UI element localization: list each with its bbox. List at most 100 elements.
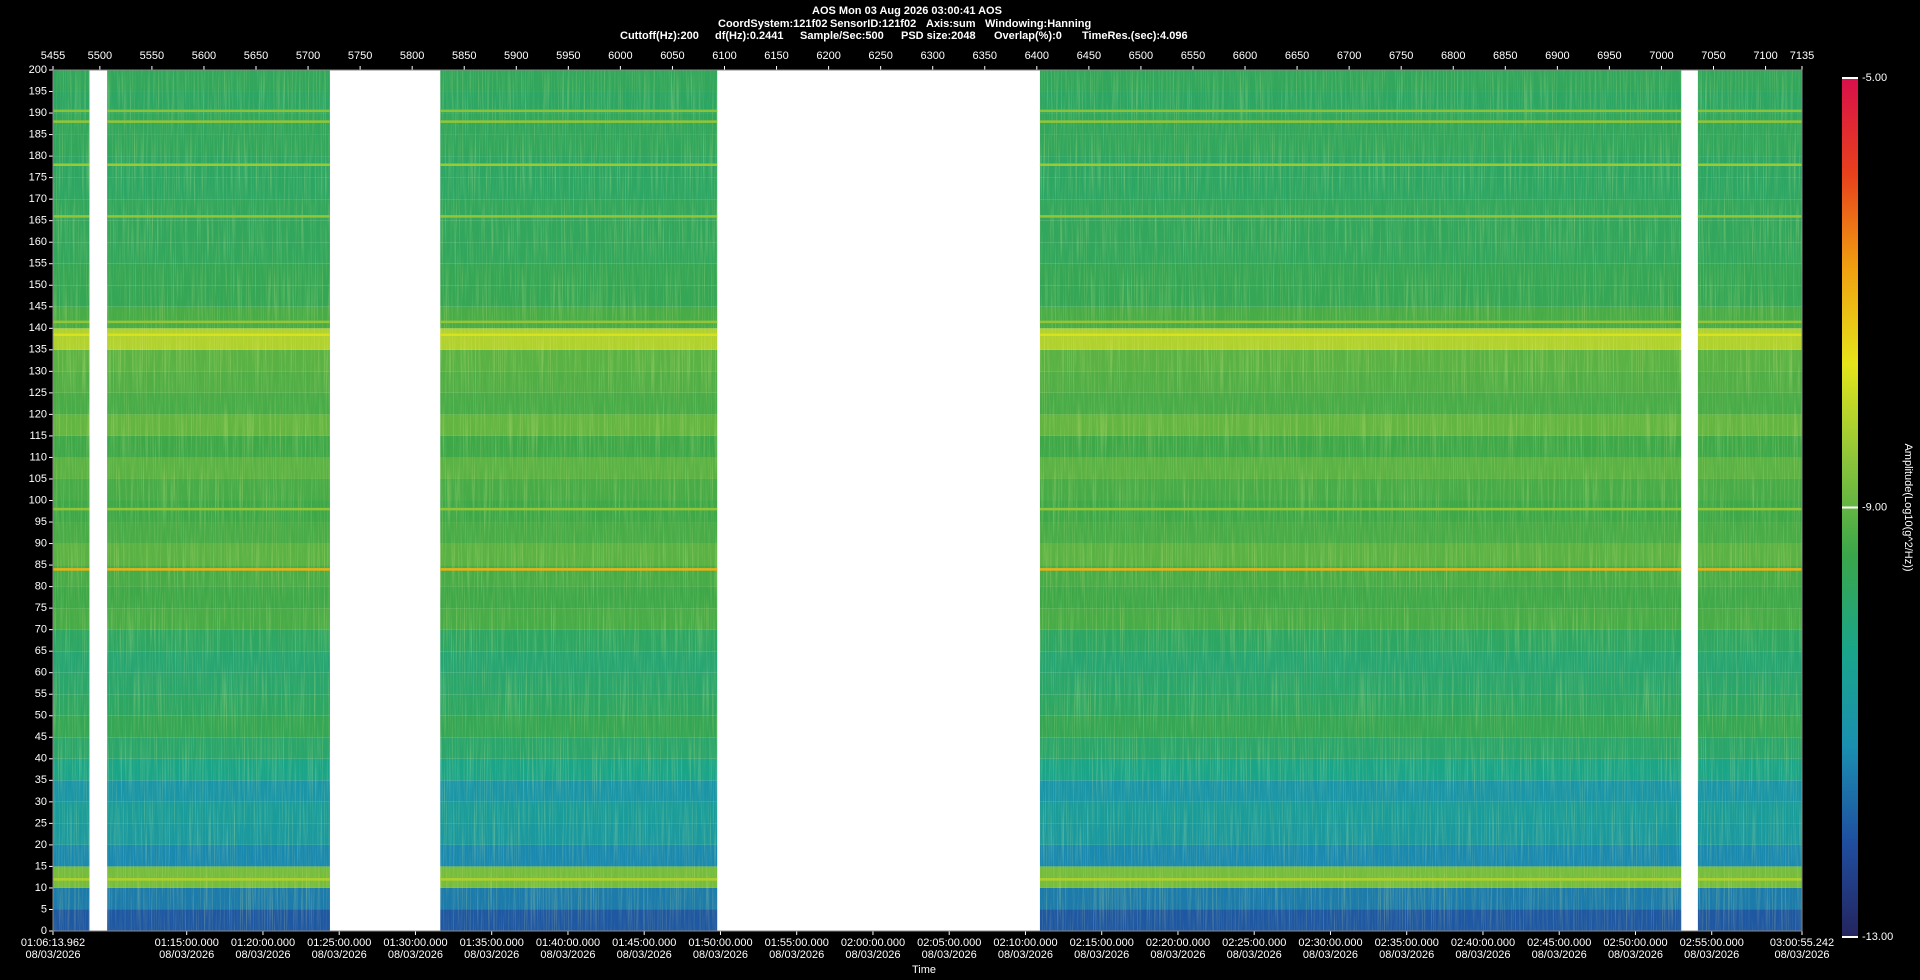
info-text: df(Hz):0.2441 bbox=[715, 30, 783, 42]
x-axis-label: Time bbox=[912, 964, 936, 976]
info-text: Overlap(%):0 bbox=[994, 30, 1062, 42]
time-tick-label: 02:45:00.000 bbox=[1527, 937, 1591, 949]
time-tick-date: 08/03/2026 bbox=[1227, 949, 1282, 961]
x-tick-label: 7000 bbox=[1649, 50, 1673, 62]
x-tick-label: 6350 bbox=[973, 50, 997, 62]
y-tick-label: 195 bbox=[29, 85, 47, 97]
x-tick-label: 6500 bbox=[1129, 50, 1153, 62]
y-tick-label: 180 bbox=[29, 150, 47, 162]
y-tick-label: 35 bbox=[35, 774, 47, 786]
x-tick-label: 5900 bbox=[504, 50, 528, 62]
y-tick-label: 10 bbox=[35, 882, 47, 894]
plot-frame bbox=[52, 69, 1803, 932]
y-tick-label: 190 bbox=[29, 107, 47, 119]
x-tick-label: 7050 bbox=[1701, 50, 1725, 62]
time-tick-date: 08/03/2026 bbox=[1379, 949, 1434, 961]
time-tick-label: 02:15:00.000 bbox=[1070, 937, 1134, 949]
y-tick-label: 170 bbox=[29, 193, 47, 205]
time-tick-date: 08/03/2026 bbox=[617, 949, 672, 961]
time-tick-date: 08/03/2026 bbox=[1074, 949, 1129, 961]
time-tick-date: 08/03/2026 bbox=[312, 949, 367, 961]
y-tick-label: 115 bbox=[29, 430, 47, 442]
time-tick-label: 02:00:00.000 bbox=[841, 937, 905, 949]
time-tick-date: 08/03/2026 bbox=[1150, 949, 1205, 961]
x-tick-label: 5455 bbox=[41, 50, 65, 62]
texture bbox=[53, 70, 90, 931]
y-tick-label: 165 bbox=[29, 215, 47, 227]
y-tick-label: 130 bbox=[29, 365, 47, 377]
info-text: CoordSystem:121f02 bbox=[718, 18, 827, 30]
y-tick-label: 175 bbox=[29, 172, 47, 184]
info-text: PSD size:2048 bbox=[901, 30, 976, 42]
y-tick-label: 185 bbox=[29, 128, 47, 140]
time-tick-date: 08/03/2026 bbox=[159, 949, 214, 961]
x-tick-label: 6400 bbox=[1025, 50, 1049, 62]
info-text: Windowing:Hanning bbox=[985, 18, 1091, 30]
y-tick-label: 145 bbox=[29, 301, 47, 313]
y-tick-label: 135 bbox=[29, 344, 47, 356]
y-tick-label: 65 bbox=[35, 645, 47, 657]
y-tick-label: 90 bbox=[35, 537, 47, 549]
y-tick-label: 150 bbox=[29, 279, 47, 291]
time-tick-label: 01:40:00.000 bbox=[536, 937, 600, 949]
y-tick-label: 125 bbox=[29, 387, 47, 399]
texture bbox=[107, 70, 330, 931]
x-tick-label: 6750 bbox=[1389, 50, 1413, 62]
time-tick-date: 08/03/2026 bbox=[25, 949, 80, 961]
colorbar-tick-label: -5.00 bbox=[1862, 72, 1887, 84]
y-tick-label: 95 bbox=[35, 516, 47, 528]
x-tick-label: 6800 bbox=[1441, 50, 1465, 62]
x-tick-label: 5850 bbox=[452, 50, 476, 62]
info-text: SensorID:121f02 bbox=[830, 18, 916, 30]
time-tick-date: 08/03/2026 bbox=[1684, 949, 1739, 961]
x-tick-label: 5650 bbox=[244, 50, 268, 62]
info-text: Axis:sum bbox=[926, 18, 976, 30]
x-tick-label: 6850 bbox=[1493, 50, 1517, 62]
texture bbox=[1697, 70, 1802, 931]
x-tick-label: 5750 bbox=[348, 50, 372, 62]
colorbar-tick-label: -13.00 bbox=[1862, 931, 1893, 943]
time-tick-date: 08/03/2026 bbox=[845, 949, 900, 961]
time-tick-label: 03:00:55.242 bbox=[1770, 937, 1834, 949]
time-tick-date: 08/03/2026 bbox=[1455, 949, 1510, 961]
time-tick-date: 08/03/2026 bbox=[1774, 949, 1829, 961]
y-tick-label: 75 bbox=[35, 602, 47, 614]
time-tick-date: 08/03/2026 bbox=[540, 949, 595, 961]
time-tick-label: 02:10:00.000 bbox=[993, 937, 1057, 949]
time-tick-label: 02:40:00.000 bbox=[1451, 937, 1515, 949]
x-tick-label: 7135 bbox=[1790, 50, 1814, 62]
time-tick-date: 08/03/2026 bbox=[1303, 949, 1358, 961]
y-tick-label: 30 bbox=[35, 796, 47, 808]
time-tick-label: 02:50:00.000 bbox=[1603, 937, 1667, 949]
time-tick-label: 02:05:00.000 bbox=[917, 937, 981, 949]
time-tick-date: 08/03/2026 bbox=[1608, 949, 1663, 961]
x-tick-label: 6450 bbox=[1077, 50, 1101, 62]
time-tick-label: 01:30:00.000 bbox=[383, 937, 447, 949]
time-tick-date: 08/03/2026 bbox=[769, 949, 824, 961]
x-tick-label: 6300 bbox=[920, 50, 944, 62]
x-tick-label: 5800 bbox=[400, 50, 424, 62]
x-tick-label: 5950 bbox=[556, 50, 580, 62]
x-tick-label: 6950 bbox=[1597, 50, 1621, 62]
texture bbox=[1039, 70, 1682, 931]
time-tick-date: 08/03/2026 bbox=[1532, 949, 1587, 961]
y-tick-label: 120 bbox=[29, 408, 47, 420]
y-tick-label: 140 bbox=[29, 322, 47, 334]
time-tick-date: 08/03/2026 bbox=[693, 949, 748, 961]
y-tick-label: 25 bbox=[35, 817, 47, 829]
x-tick-label: 6050 bbox=[660, 50, 684, 62]
time-tick-date: 08/03/2026 bbox=[922, 949, 977, 961]
time-tick-label: 02:35:00.000 bbox=[1375, 937, 1439, 949]
y-tick-label: 50 bbox=[35, 710, 47, 722]
y-tick-label: 70 bbox=[35, 624, 47, 636]
x-tick-label: 5700 bbox=[296, 50, 320, 62]
x-tick-label: 6550 bbox=[1181, 50, 1205, 62]
info-text: TimeRes.(sec):4.096 bbox=[1082, 30, 1188, 42]
time-tick-date: 08/03/2026 bbox=[235, 949, 290, 961]
chart-title: AOS Mon 03 Aug 2026 03:00:41 AOS bbox=[812, 5, 1002, 17]
x-tick-label: 6600 bbox=[1233, 50, 1257, 62]
y-tick-label: 0 bbox=[41, 925, 47, 937]
y-tick-label: 55 bbox=[35, 688, 47, 700]
x-tick-label: 5550 bbox=[140, 50, 164, 62]
